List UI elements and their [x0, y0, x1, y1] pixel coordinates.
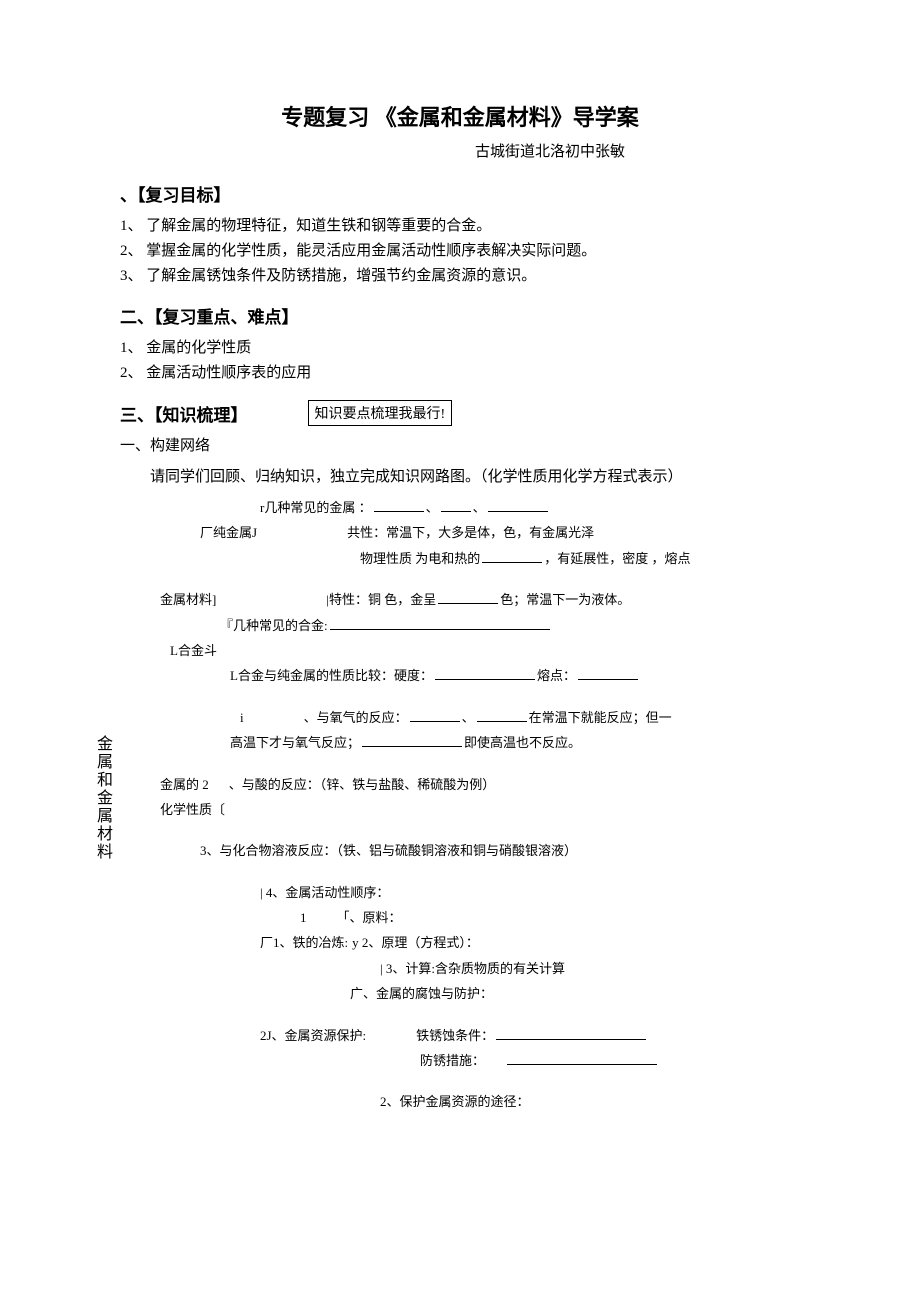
blank	[410, 707, 460, 722]
section-3-heading-row: 三、【知识梳理】 知识要点梳理我最行!	[120, 400, 800, 426]
r8d: 在常温下就能反应；但一	[529, 706, 672, 729]
blank	[488, 497, 548, 512]
blank	[507, 1050, 657, 1065]
r14b: y 2、原理（方程式）：	[352, 931, 479, 954]
r10b: 、与酸的反应：（锌、铁与盐酸、稀硫酸为例）	[229, 773, 496, 796]
blank	[477, 707, 527, 722]
r19: 2、保护金属资源的途径：	[380, 1090, 530, 1113]
r3b: ，有延展性，密度 ，熔点	[544, 547, 690, 570]
r18: 防锈措施：	[420, 1049, 485, 1072]
s1-item-2: 2、 掌握金属的化学性质，能灵活应用金属活动性顺序表解决实际问题。	[120, 239, 800, 260]
blank	[362, 732, 462, 747]
tree-row-12: | 4、金属活动性顺序：	[160, 881, 800, 904]
r6a: L合金斗	[170, 639, 217, 662]
r15: | 3、计算:含杂质物质的有关计算	[380, 957, 565, 980]
r16: 广、金属的腐蚀与防护：	[350, 982, 493, 1005]
s1-item-3: 3、 了解金属锈蚀条件及防锈措施，增强节约金属资源的意识。	[120, 264, 800, 285]
s1-item-1: 1、 了解金属的物理特征，知道生铁和钢等重要的合金。	[120, 214, 800, 235]
tree-row-8: i 、与氧气的反应： 、 在常温下就能反应；但一	[160, 706, 800, 729]
r10c: 化学性质〔	[160, 798, 225, 821]
tree-row-10c: 化学性质〔	[160, 798, 800, 821]
r17b: 铁锈蚀条件：	[416, 1024, 494, 1047]
blank	[435, 665, 535, 680]
blank	[374, 497, 424, 512]
r1b: 、	[426, 496, 439, 519]
tree-row-6: L合金斗	[160, 639, 800, 662]
s2-item-2: 2、 金属活动性顺序表的应用	[120, 361, 800, 382]
tree-block: 金属和金属材料 请同学们回顾、归纳知识，独立完成知识网路图。（化学性质用化学方程…	[120, 465, 800, 1114]
blank	[578, 665, 638, 680]
section-3-heading: 三、【知识梳理】	[120, 401, 248, 426]
r14a: 厂1、铁的冶炼:	[260, 931, 348, 954]
blank	[482, 548, 542, 563]
knowledge-tree: r几种常见的金属 ： 、 、 厂纯金属J 共性：常温下，大多是 体， 色，有金属…	[120, 496, 800, 1114]
r9b: 即使高温也不反应。	[464, 731, 581, 754]
r10a: 金属的 2	[160, 773, 209, 796]
r2c: 体，	[477, 521, 503, 544]
tree-row-13: 1 「、原料：	[160, 906, 800, 929]
r4a: 金属材料]	[160, 588, 216, 611]
tree-row-4: 金属材料] |特性：铜 色，金呈 色；常温下一为液体。	[160, 588, 800, 611]
r5a: 『几种常见的合金:	[220, 614, 328, 637]
tree-row-2: 厂纯金属J 共性：常温下，大多是 体， 色，有金属光泽	[160, 521, 800, 544]
tree-row-10: 金属的 2 、与酸的反应：（锌、铁与盐酸、稀硫酸为例）	[160, 773, 800, 796]
s2-item-1: 1、 金属的化学性质	[120, 336, 800, 357]
r8b: 、与氧气的反应：	[304, 706, 408, 729]
r2b: 共性：常温下，大多是	[347, 521, 477, 544]
blank	[496, 1025, 646, 1040]
tree-row-5: 『几种常见的合金:	[160, 614, 800, 637]
r12: | 4、金属活动性顺序：	[260, 881, 389, 904]
tree-intro: 请同学们回顾、归纳知识，独立完成知识网路图。（化学性质用化学方程式表示）	[120, 465, 800, 486]
vertical-label: 金属和金属材料	[90, 735, 114, 861]
r1c: 、	[473, 496, 486, 519]
blank	[330, 615, 550, 630]
blank	[438, 589, 498, 604]
r2d: 色，有金属光泽	[503, 521, 594, 544]
blank	[441, 497, 471, 512]
r4b: |特性：铜 色，金呈	[326, 588, 436, 611]
r8c: 、	[462, 706, 475, 729]
section-1-heading: 、【复习目标】	[120, 181, 800, 206]
r8a: i	[240, 706, 244, 729]
tree-row-11: 3、与化合物溶液反应：（铁、铝与硫酸铜溶液和铜与硝酸银溶液）	[160, 839, 800, 862]
page-title: 专题复习 《金属和金属材料》导学案	[120, 100, 800, 132]
tree-row-18: 防锈措施：	[160, 1049, 800, 1072]
r9a: 高温下才与氧气反应；	[230, 731, 360, 754]
tree-row-14: 厂1、铁的冶炼: y 2、原理（方程式）：	[160, 931, 800, 954]
tree-row-7: L合金与纯金属的性质比较：硬度： 熔点：	[160, 664, 800, 687]
r13b: 「、原料：	[337, 906, 402, 929]
tree-row-17: 2J、金属资源保护: 铁锈蚀条件：	[160, 1024, 800, 1047]
r11: 3、与化合物溶液反应：（铁、铝与硫酸铜溶液和铜与硝酸银溶液）	[200, 839, 577, 862]
tree-row-1: r几种常见的金属 ： 、 、	[160, 496, 800, 519]
r3a: 物理性质 为电和热的	[360, 547, 480, 570]
r2a: 厂纯金属J	[200, 521, 257, 544]
r17a: 2J、金属资源保护:	[260, 1024, 366, 1047]
document-page: 专题复习 《金属和金属材料》导学案 古城街道北洛初中张敏 、【复习目标】 1、 …	[0, 0, 920, 1176]
r7b: 熔点：	[537, 664, 576, 687]
tree-row-3: 物理性质 为电和热的 ，有延展性，密度 ，熔点	[160, 547, 800, 570]
r1: r几种常见的金属 ：	[260, 496, 372, 519]
tree-row-9: 高温下才与氧气反应； 即使高温也不反应。	[160, 731, 800, 754]
section-3-box: 知识要点梳理我最行!	[308, 400, 453, 426]
tree-row-15: | 3、计算:含杂质物质的有关计算	[160, 957, 800, 980]
page-subtitle: 古城街道北洛初中张敏	[120, 140, 800, 161]
r7a: L合金与纯金属的性质比较：硬度：	[230, 664, 433, 687]
section-2-heading: 二、【复习重点、难点】	[120, 303, 800, 328]
r13a: 1	[300, 906, 307, 929]
section-3-sub: 一、构建网络	[120, 434, 800, 455]
tree-row-19: 2、保护金属资源的途径：	[160, 1090, 800, 1113]
tree-row-16: 广、金属的腐蚀与防护：	[160, 982, 800, 1005]
r4c: 色；常温下一为液体。	[500, 588, 630, 611]
